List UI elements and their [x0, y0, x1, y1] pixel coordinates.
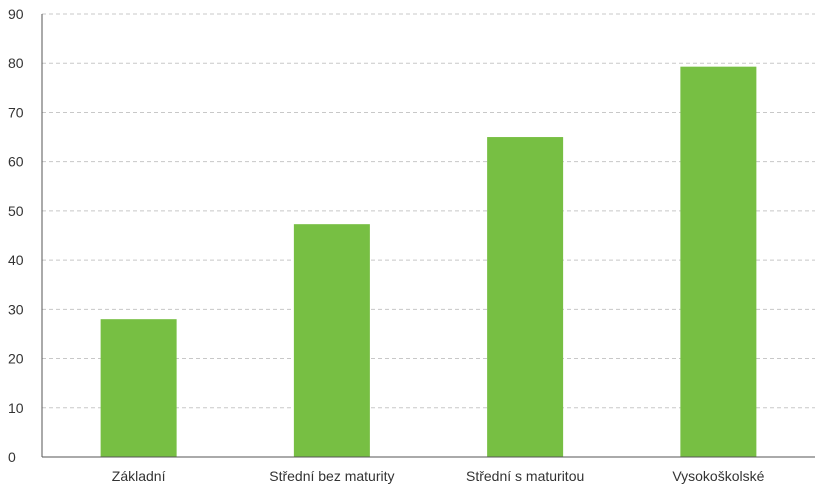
x-category-label-4: Vysokoškolské	[672, 468, 764, 484]
x-category-label-2: Střední bez maturity	[269, 468, 394, 484]
y-tick-label-50: 50	[8, 203, 24, 219]
y-tick-label-30: 30	[8, 301, 24, 317]
y-tick-label-60: 60	[8, 154, 24, 170]
x-category-labels: Základní Střední bez maturity Střední s ma…	[112, 468, 765, 484]
y-tick-label-70: 70	[8, 104, 24, 120]
bar-4	[680, 66, 757, 457]
axes	[41, 14, 815, 458]
y-tick-label-80: 80	[8, 55, 24, 71]
x-category-label-3: Střední s maturitou	[466, 468, 584, 484]
y-tick-label-10: 10	[8, 400, 24, 416]
y-tick-label-40: 40	[8, 252, 24, 268]
bar-2	[293, 224, 370, 457]
y-tick-label-20: 20	[8, 351, 24, 367]
y-tick-label-0: 0	[8, 449, 16, 465]
y-tick-labels: 0 10 20 30 40 50 60 70 80 90	[8, 6, 24, 465]
bars	[100, 66, 757, 458]
bar-3	[487, 137, 564, 458]
y-tick-label-90: 90	[8, 6, 24, 22]
bar-1	[100, 319, 177, 457]
x-category-label-1: Základní	[112, 468, 166, 484]
